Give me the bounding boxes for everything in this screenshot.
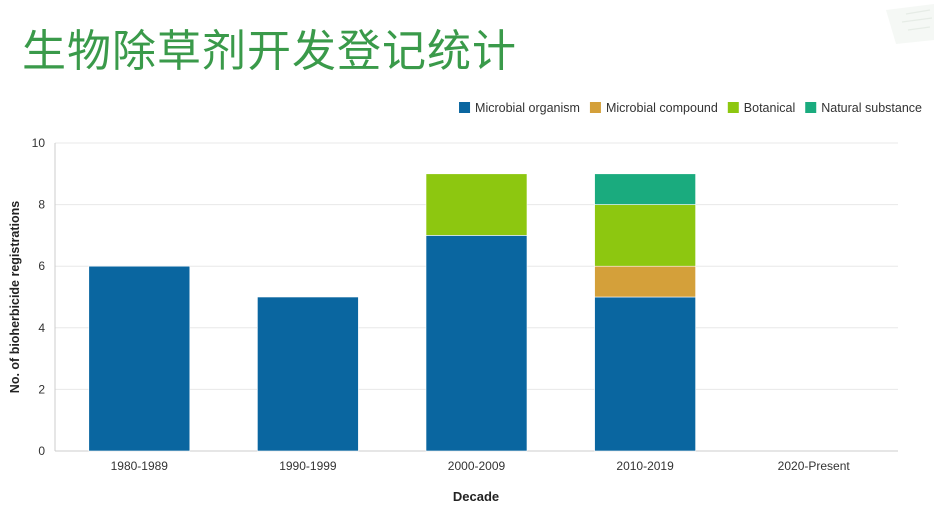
x-tick-label: 2020-Present (778, 459, 851, 473)
x-tick-label: 1990-1999 (279, 459, 337, 473)
y-tick-label: 6 (38, 259, 45, 273)
x-tick-label: 1980-1989 (111, 459, 169, 473)
bar-segment (88, 265, 191, 452)
bar-segment (594, 204, 696, 267)
bar-segment (594, 296, 696, 452)
bar-segment (594, 265, 696, 298)
legend-swatch (459, 102, 471, 113)
legend-swatch (805, 102, 817, 113)
y-tick-label: 0 (38, 444, 45, 458)
bars (88, 173, 696, 452)
x-axis-label: Decade (453, 489, 499, 504)
x-tick-label: 2010-2019 (616, 459, 674, 473)
legend-swatch (589, 102, 601, 113)
legend-item: Microbial organism (459, 101, 580, 115)
legend-swatch (727, 102, 739, 113)
bar-segment (594, 173, 696, 205)
bar-segment (257, 296, 359, 452)
legend-label: Botanical (744, 101, 795, 115)
legend-label: Natural substance (821, 101, 922, 115)
bar-segment (425, 235, 528, 452)
bar-segment (425, 173, 528, 236)
y-tick-label: 8 (38, 198, 45, 212)
y-tick-label: 2 (38, 382, 45, 396)
legend-label: Microbial compound (606, 101, 718, 115)
y-tick-label: 10 (32, 136, 46, 150)
slide-title: 生物除草剂开发登记统计 (22, 26, 517, 77)
legend-item: Natural substance (805, 101, 922, 115)
y-axis-label: No. of bioherbicide registrations (8, 201, 22, 393)
x-tick-label: 2000-2009 (448, 459, 506, 473)
y-tick-label: 4 (38, 321, 45, 335)
legend-item: Microbial compound (589, 101, 718, 115)
legend-label: Microbial organism (475, 101, 580, 115)
corner-decoration (886, 4, 934, 44)
legend: Microbial organism Microbial compound Bota… (459, 101, 922, 115)
legend-item: Botanical (727, 101, 795, 115)
